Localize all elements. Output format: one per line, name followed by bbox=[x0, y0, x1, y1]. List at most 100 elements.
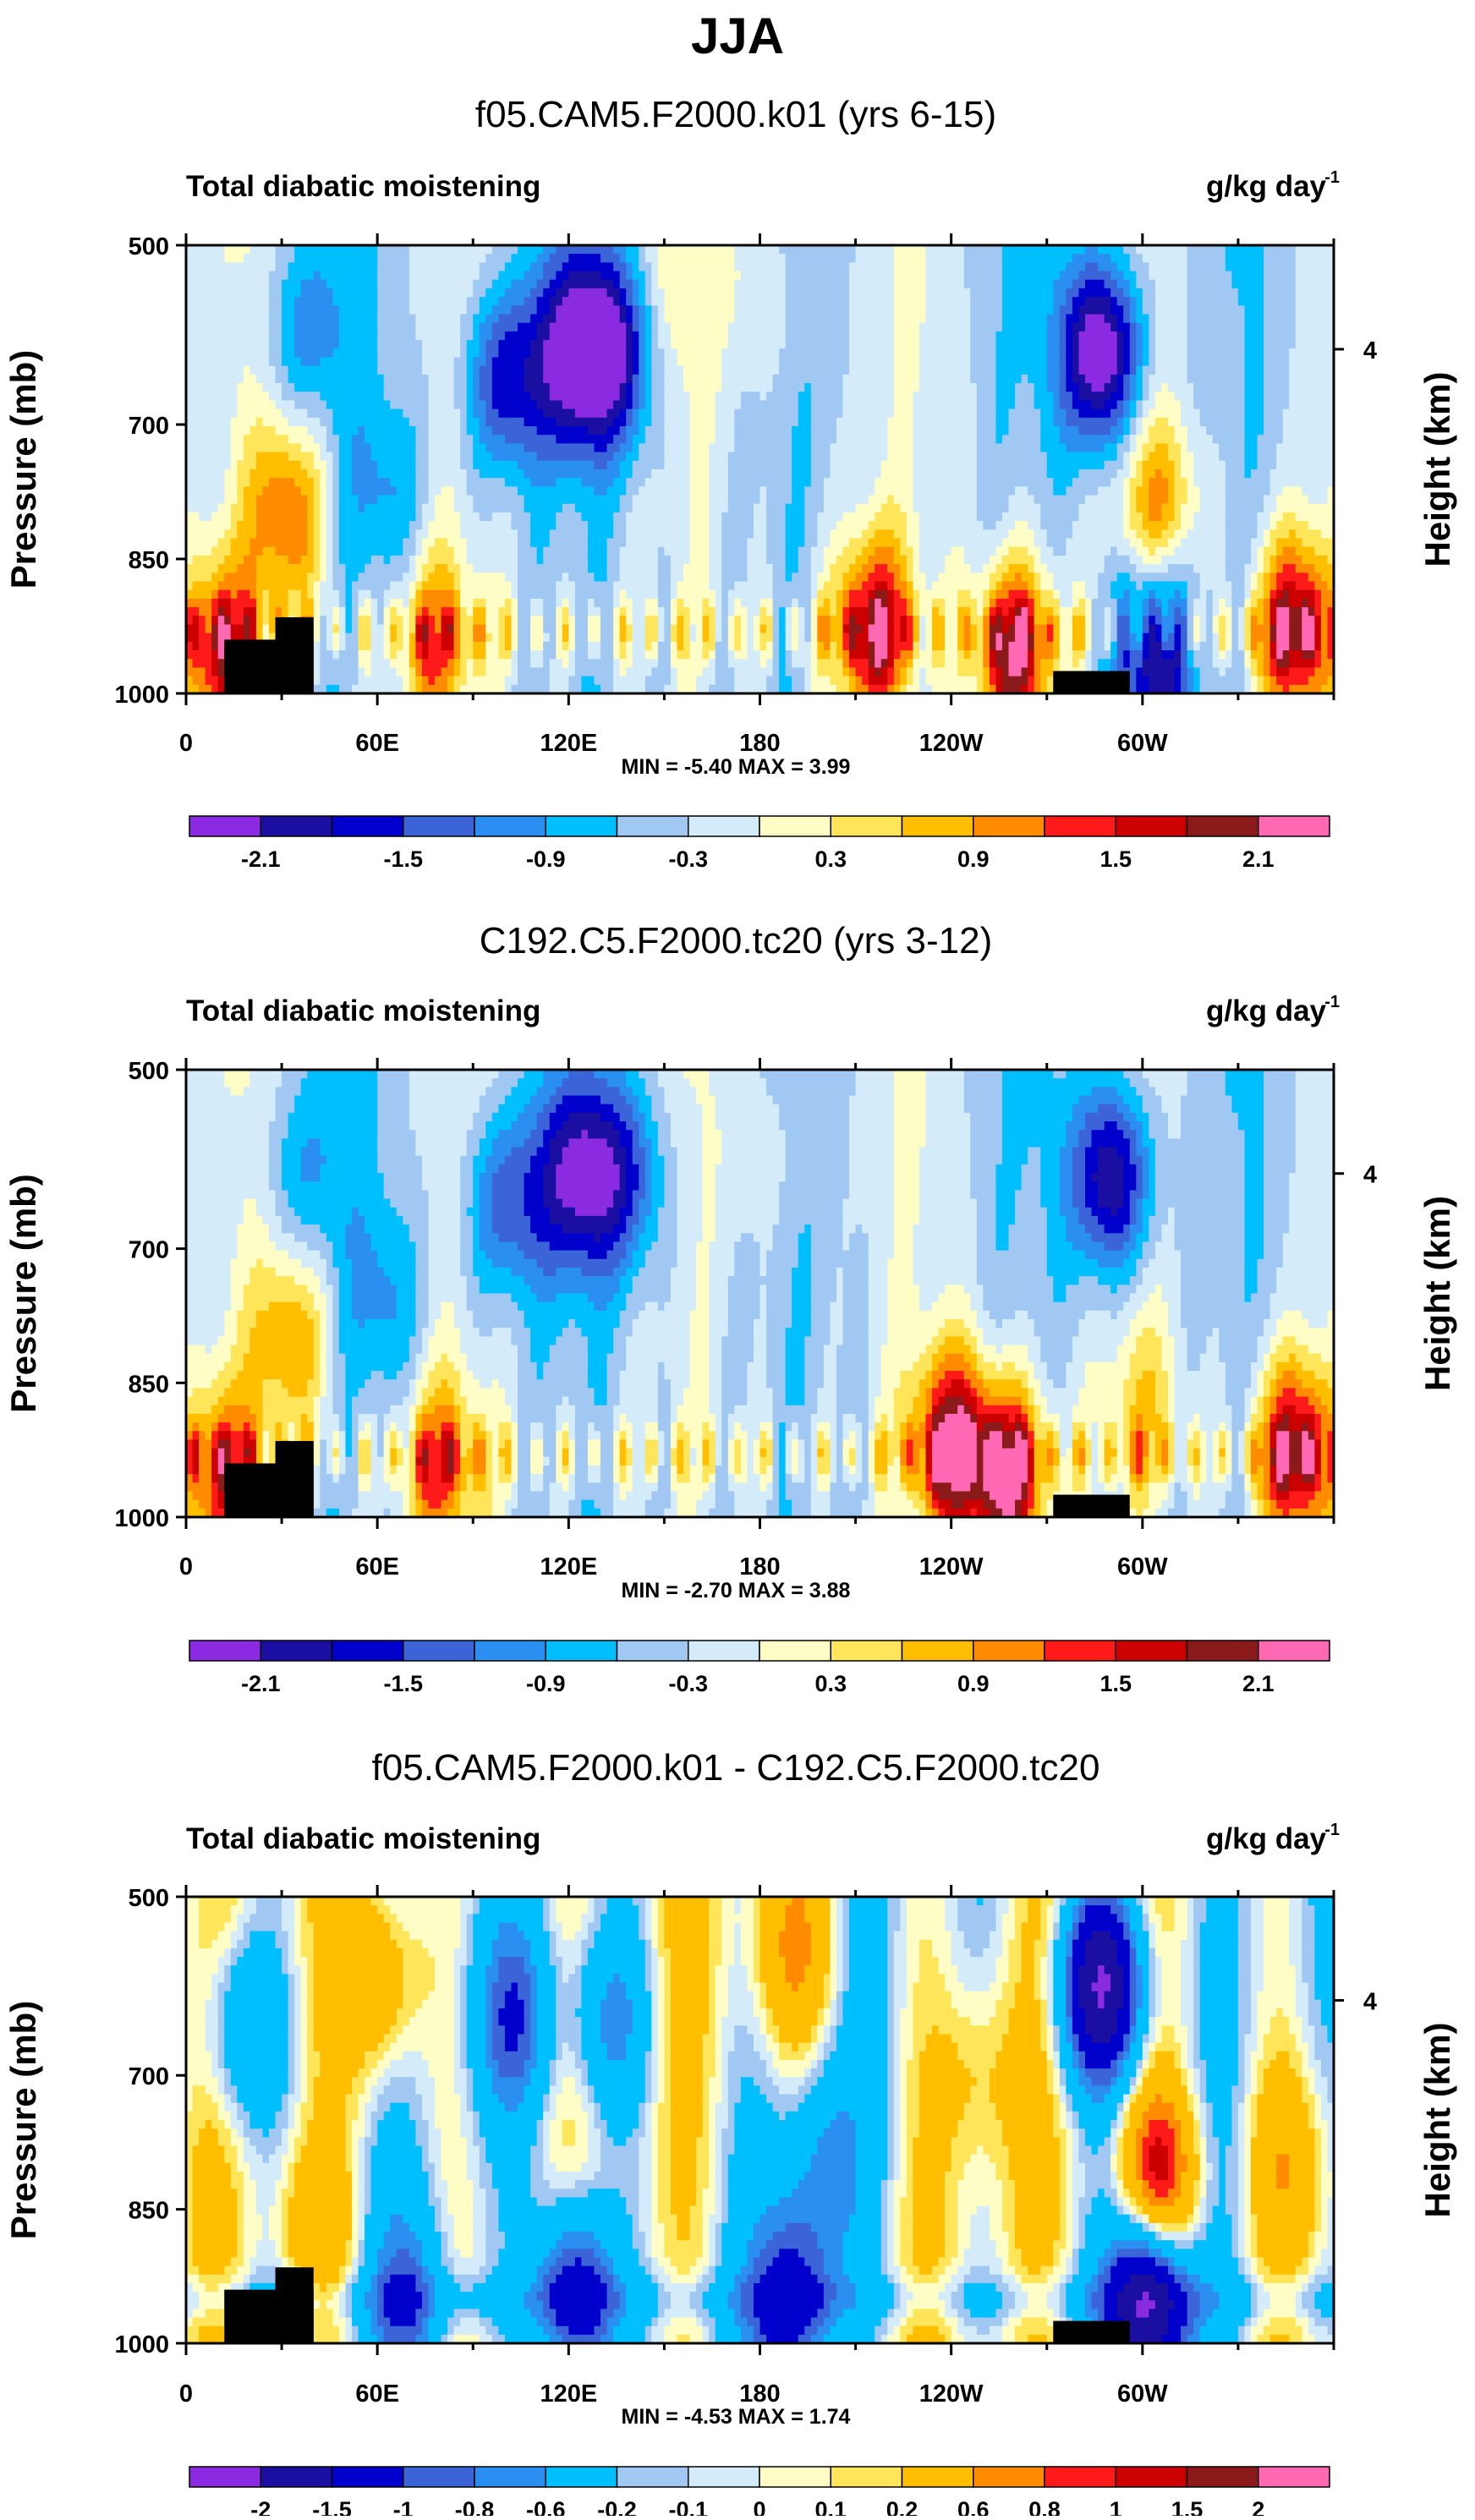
heatmap-cell bbox=[875, 331, 882, 341]
heatmap-cell bbox=[460, 279, 468, 289]
heatmap-cell bbox=[644, 331, 652, 341]
heatmap-cell bbox=[415, 408, 423, 419]
heatmap-cell bbox=[383, 271, 391, 281]
heatmap-cell bbox=[957, 314, 965, 324]
heatmap-cell bbox=[473, 374, 480, 384]
heatmap-cell bbox=[900, 262, 907, 272]
heatmap-cell bbox=[1237, 392, 1246, 402]
heatmap-cell bbox=[932, 271, 940, 281]
heatmap-cell bbox=[1001, 452, 1010, 462]
heatmap-cell bbox=[963, 400, 971, 410]
heatmap-cell bbox=[893, 426, 901, 436]
heatmap-cell bbox=[504, 305, 513, 315]
heatmap-cell bbox=[696, 279, 704, 289]
heatmap-cell bbox=[1015, 374, 1023, 384]
heatmap-cell bbox=[632, 400, 639, 410]
heatmap-cell bbox=[632, 245, 639, 255]
heatmap-cell bbox=[536, 469, 544, 479]
heatmap-cell bbox=[1028, 331, 1035, 341]
heatmap-cell bbox=[1320, 314, 1329, 324]
heatmap-cell bbox=[326, 374, 333, 384]
heatmap-cell bbox=[677, 340, 684, 349]
heatmap-cell bbox=[568, 297, 576, 306]
heatmap-cell bbox=[491, 271, 500, 281]
heatmap-cell bbox=[727, 288, 735, 298]
heatmap-cell bbox=[862, 254, 869, 263]
heatmap-cell bbox=[651, 443, 659, 453]
heatmap-cell bbox=[900, 452, 907, 462]
heatmap-cell bbox=[619, 435, 627, 445]
heatmap-cell bbox=[804, 357, 812, 367]
heatmap-cell bbox=[1320, 271, 1329, 281]
heatmap-cell bbox=[237, 245, 244, 255]
heatmap-cell bbox=[632, 365, 639, 375]
heatmap-cell bbox=[1116, 357, 1124, 367]
heatmap-cell bbox=[938, 365, 946, 375]
heatmap-cell bbox=[798, 426, 805, 436]
heatmap-cell bbox=[677, 297, 684, 306]
heatmap-cell bbox=[428, 435, 436, 445]
heatmap-cell bbox=[447, 314, 455, 324]
heatmap-cell bbox=[1136, 435, 1143, 445]
heatmap-cell bbox=[211, 392, 219, 402]
heatmap-cell bbox=[1154, 443, 1163, 453]
heatmap-cell bbox=[951, 460, 958, 470]
heatmap-cell bbox=[1001, 262, 1010, 272]
heatmap-cell bbox=[524, 417, 531, 427]
heatmap-cell bbox=[530, 305, 538, 315]
heatmap-cell bbox=[906, 435, 914, 445]
heatmap-cell bbox=[1053, 279, 1061, 289]
heatmap-cell bbox=[702, 435, 710, 445]
heatmap-cell bbox=[823, 245, 831, 255]
heatmap-cell bbox=[518, 408, 525, 419]
heatmap-cell bbox=[670, 254, 678, 263]
heatmap-cell bbox=[211, 426, 219, 436]
heatmap-cell bbox=[403, 322, 410, 332]
heatmap-cell bbox=[1084, 460, 1093, 470]
heatmap-cell bbox=[556, 408, 563, 419]
heatmap-cell bbox=[1244, 374, 1252, 384]
heatmap-cell bbox=[383, 357, 391, 367]
heatmap-cell bbox=[1219, 365, 1226, 375]
heatmap-cell bbox=[1174, 374, 1182, 384]
heatmap-cell bbox=[626, 245, 633, 255]
heatmap-cell bbox=[1161, 305, 1169, 315]
heatmap-cell bbox=[1237, 460, 1246, 470]
heatmap-cell bbox=[772, 297, 780, 306]
heatmap-cell bbox=[1015, 365, 1023, 375]
heatmap-cell bbox=[383, 254, 391, 263]
heatmap-cell bbox=[810, 288, 818, 298]
heatmap-cell bbox=[1059, 374, 1066, 384]
heatmap-cell bbox=[1091, 443, 1099, 453]
heatmap-cell bbox=[466, 443, 474, 453]
heatmap-cell bbox=[453, 305, 461, 315]
heatmap-cell bbox=[689, 365, 697, 375]
heatmap-cell bbox=[1059, 408, 1066, 419]
heatmap-cell bbox=[613, 305, 621, 315]
heatmap-cell bbox=[1149, 392, 1156, 402]
heatmap-cell bbox=[205, 357, 212, 367]
heatmap-cell bbox=[1219, 288, 1226, 298]
heatmap-cell bbox=[1053, 435, 1061, 445]
heatmap-cell bbox=[224, 417, 232, 427]
heatmap-cell bbox=[766, 288, 774, 298]
heatmap-cell bbox=[664, 322, 672, 332]
heatmap-cell bbox=[403, 288, 410, 298]
heatmap-cell bbox=[230, 469, 238, 479]
heatmap-cell bbox=[651, 460, 659, 470]
heatmap-cell bbox=[262, 365, 270, 375]
heatmap-cell bbox=[435, 314, 442, 324]
heatmap-cell bbox=[989, 452, 997, 462]
heatmap-cell bbox=[734, 435, 742, 445]
heatmap-cell bbox=[1091, 305, 1099, 315]
heatmap-cell bbox=[664, 443, 672, 453]
heatmap-cell bbox=[199, 357, 206, 367]
heatmap-cell bbox=[556, 469, 563, 479]
heatmap-cell bbox=[1116, 443, 1124, 453]
heatmap-cell bbox=[192, 279, 200, 289]
heatmap-cell bbox=[702, 297, 710, 306]
heatmap-cell bbox=[485, 374, 493, 384]
heatmap-cell bbox=[352, 262, 359, 272]
heatmap-cell bbox=[491, 452, 500, 462]
heatmap-cell bbox=[556, 279, 563, 289]
